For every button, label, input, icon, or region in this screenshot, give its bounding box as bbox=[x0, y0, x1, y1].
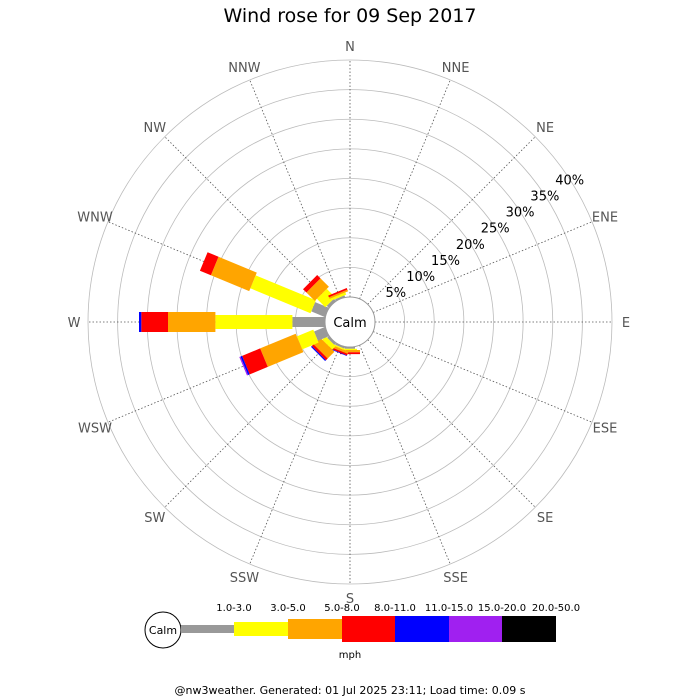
legend-swatch-6 bbox=[502, 616, 556, 642]
grid-spoke bbox=[372, 221, 593, 313]
footer-text: @nw3weather. Generated: 01 Jul 2025 23:1… bbox=[174, 684, 526, 697]
bar-nw-bin-2 bbox=[306, 278, 329, 301]
legend-bin-label: 11.0-15.0 bbox=[425, 603, 473, 614]
direction-label-nne: NNE bbox=[442, 61, 470, 76]
bar-w-bin-0 bbox=[292, 317, 325, 327]
bar-nnw-bin-2 bbox=[328, 289, 349, 299]
legend-swatch-5 bbox=[449, 616, 502, 642]
legend-bin-label: 15.0-20.0 bbox=[478, 603, 526, 614]
legend-bin-label: 3.0-5.0 bbox=[270, 603, 305, 614]
legend-swatch-4 bbox=[395, 616, 449, 642]
bar-ssw-bin-0 bbox=[335, 343, 346, 349]
direction-label-s: S bbox=[346, 592, 354, 607]
direction-label-w: W bbox=[68, 316, 81, 331]
bar-w-bin-3 bbox=[141, 312, 168, 332]
bar-w-bin-2 bbox=[168, 312, 216, 332]
radial-tick-label: 35% bbox=[530, 189, 559, 204]
bar-s-bin-0 bbox=[345, 347, 355, 349]
bar-wsw-bin-0 bbox=[314, 326, 329, 341]
speed-legend: Calm 1.0-3.0 3.0-5.0 5.0-8.0 8.0-11.0 11.0-15… bbox=[144, 603, 580, 661]
legend-swatch-0 bbox=[181, 625, 234, 633]
bar-wnw-bin-1 bbox=[250, 275, 316, 314]
legend-unit-label: mph bbox=[339, 650, 361, 661]
bar-wsw-bin-5 bbox=[239, 356, 249, 376]
chart-title: Wind rose for 09 Sep 2017 bbox=[223, 5, 477, 27]
direction-labels: N NNE NE ENE E ESE SE SSE S SSW SW WSW W WNW NW NNW 5%10… bbox=[68, 40, 631, 607]
bar-wsw-bin-3 bbox=[242, 348, 268, 375]
calm-center: Calm bbox=[324, 296, 376, 348]
bar-w-bin-1 bbox=[215, 315, 293, 329]
bar-sw-bin-4 bbox=[311, 346, 326, 361]
bar-ssw-bin-1 bbox=[332, 344, 347, 351]
bar-s-bin-1 bbox=[343, 348, 357, 350]
bar-nw-bin-3 bbox=[303, 275, 321, 293]
direction-label-ese: ESE bbox=[593, 422, 618, 437]
direction-label-ne: NE bbox=[536, 121, 554, 136]
direction-bars bbox=[139, 252, 360, 376]
radial-tick-label: 30% bbox=[506, 206, 535, 221]
radial-tick-label: 20% bbox=[456, 238, 485, 253]
bar-nnw-bin-3 bbox=[328, 288, 348, 298]
legend-calm-label: Calm bbox=[149, 624, 177, 637]
radial-tick-label: 10% bbox=[406, 270, 435, 285]
legend-bin-label: 20.0-50.0 bbox=[532, 603, 580, 614]
legend-bin-label: 5.0-8.0 bbox=[324, 603, 359, 614]
bar-w-bin-4 bbox=[139, 312, 142, 332]
direction-label-nnw: NNW bbox=[228, 61, 260, 76]
direction-label-ssw: SSW bbox=[230, 571, 260, 586]
bar-sw-bin-1 bbox=[322, 336, 336, 350]
radial-tick-label: 15% bbox=[431, 254, 460, 269]
bar-sw-bin-3 bbox=[311, 344, 328, 361]
bar-wnw-bin-0 bbox=[311, 302, 329, 318]
grid-spoke bbox=[164, 339, 333, 508]
bar-ssw-bin-4 bbox=[328, 347, 347, 356]
radial-tick-label: 5% bbox=[385, 286, 406, 301]
direction-label-wnw: WNW bbox=[77, 210, 113, 225]
bar-sw-bin-0 bbox=[327, 336, 336, 345]
legend-swatch-1 bbox=[234, 622, 288, 636]
direction-label-se: SE bbox=[537, 511, 553, 526]
grid-spoke bbox=[372, 331, 593, 423]
bar-nnw-bin-1 bbox=[332, 292, 347, 300]
bar-wsw-bin-1 bbox=[296, 329, 319, 350]
grid-ring bbox=[87, 59, 613, 585]
bar-wsw-bin-4 bbox=[240, 355, 250, 375]
grid-spoke bbox=[249, 79, 341, 300]
direction-label-wsw: WSW bbox=[78, 422, 112, 437]
bar-nw-bin-0 bbox=[326, 298, 336, 308]
grid-spoke bbox=[367, 339, 536, 508]
radial-tick-label: 25% bbox=[481, 222, 510, 237]
direction-label-sw: SW bbox=[144, 511, 165, 526]
legend-bin-label: 1.0-3.0 bbox=[216, 603, 251, 614]
direction-label-ene: ENE bbox=[592, 210, 618, 225]
grid-spoke bbox=[164, 136, 333, 305]
radial-tick-label: 40% bbox=[555, 173, 584, 188]
bar-sw-bin-2 bbox=[313, 337, 335, 359]
bar-nnw-bin-0 bbox=[335, 295, 346, 301]
legend-swatch-3 bbox=[342, 616, 395, 642]
grid-spoke bbox=[359, 79, 451, 300]
grid-spoke bbox=[359, 344, 451, 565]
legend-swatch-2 bbox=[288, 619, 342, 639]
direction-label-nw: NW bbox=[144, 121, 167, 136]
direction-label-n: N bbox=[345, 40, 355, 55]
legend-bin-label: 8.0-11.0 bbox=[374, 603, 416, 614]
direction-label-e: E bbox=[622, 316, 630, 331]
bar-nw-bin-1 bbox=[316, 288, 336, 308]
grid-spoke bbox=[249, 344, 341, 565]
calm-label: Calm bbox=[333, 316, 366, 331]
direction-label-sse: SSE bbox=[443, 571, 468, 586]
bar-wsw-bin-2 bbox=[260, 333, 304, 367]
grid-spoke bbox=[367, 136, 536, 305]
bar-wnw-bin-3 bbox=[199, 252, 219, 276]
bar-wnw-bin-2 bbox=[210, 256, 257, 292]
